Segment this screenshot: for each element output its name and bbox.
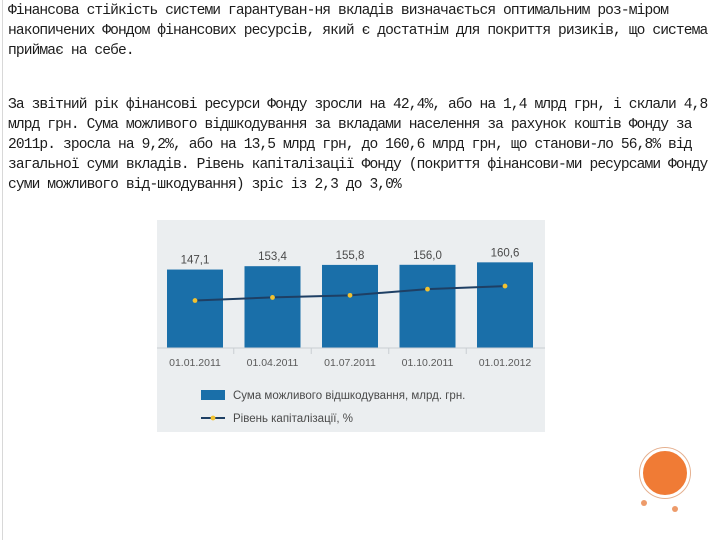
- bar-value-label: 147,1: [181, 255, 210, 267]
- bar-01.10.2011: [399, 264, 456, 348]
- legend-label-bars: Сума можливого відшкодування, млрд. грн.: [233, 390, 465, 402]
- bar-value-label: 155,8: [336, 250, 365, 262]
- capitalization-chart: 147,1 01.01.2011 153,4 01.04.2011 155,8 01.07…: [157, 220, 545, 432]
- capitalization-point: [347, 292, 353, 298]
- bar-01.07.2011: [322, 264, 378, 348]
- decorative-dot: [641, 500, 647, 506]
- capitalization-point: [192, 298, 198, 303]
- legend-label-line: Рівень капіталізації, %: [233, 413, 353, 425]
- decorative-dot: [672, 506, 678, 512]
- slide-left-rule: [2, 0, 3, 540]
- x-tick-label: 01.04.2011: [247, 357, 299, 369]
- bar-value-label: 160,6: [491, 247, 520, 259]
- x-tick-label: 01.10.2011: [402, 357, 454, 369]
- capitalization-point: [502, 283, 508, 289]
- capitalization-point: [425, 286, 430, 292]
- intro-paragraph: Фінансова стійкість системи гарантуван-н…: [8, 3, 708, 59]
- capitalization-point: [270, 295, 275, 300]
- x-tick-label: 01.01.2011: [169, 357, 221, 369]
- bar-01.01.2011: [167, 269, 223, 348]
- bar-01.01.2012: [477, 262, 533, 348]
- chart-canvas: 147,1 01.01.2011 153,4 01.04.2011 155,8 01.07…: [157, 247, 545, 425]
- bar-value-label: 156,0: [413, 250, 442, 262]
- decorative-orange-circle: [640, 448, 690, 498]
- legend-marker-line: [210, 415, 216, 421]
- bar-01.04.2011: [244, 266, 301, 348]
- bar-value-label: 153,4: [258, 251, 287, 263]
- legend-swatch-bars: [201, 390, 225, 400]
- x-tick-label: 01.01.2012: [479, 357, 532, 369]
- results-paragraph: За звітний рік фінансові ресурси Фонду з…: [8, 97, 708, 193]
- x-tick-label: 01.07.2011: [324, 357, 376, 369]
